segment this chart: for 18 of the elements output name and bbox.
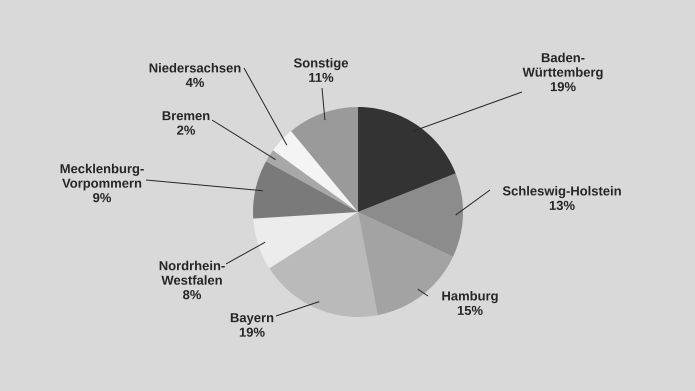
data-label: 2%	[177, 126, 196, 135]
slice-label: Bremen	[162, 111, 210, 120]
data-label: 4%	[186, 78, 204, 87]
slice-label: Mecklenburg-Vorpommern	[60, 164, 144, 190]
slice-label: Schleswig-Holstein	[502, 186, 621, 198]
slice-label: Niedersachsen	[150, 62, 240, 73]
slice-label: Bayern	[230, 313, 274, 325]
slice-label: Sonstige	[294, 58, 348, 70]
data-label: 11%	[309, 72, 334, 82]
data-label: 19%	[240, 328, 265, 337]
slice-label: Baden-Württemberg	[522, 52, 603, 80]
slice-label: Nordrhein-Westfalen	[160, 260, 225, 285]
data-label: 13%	[550, 200, 575, 210]
data-label: 8%	[183, 290, 202, 300]
data-label: 9%	[93, 193, 112, 202]
data-label: 19%	[550, 82, 576, 92]
data-label: 15%	[458, 306, 483, 316]
slice-label: Hamburg	[442, 290, 498, 304]
